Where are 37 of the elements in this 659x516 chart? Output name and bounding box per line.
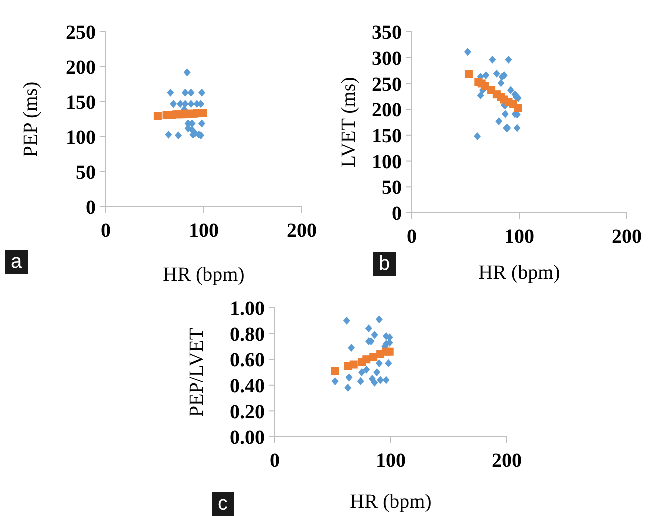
y-tick-label: 50	[76, 162, 96, 184]
y-axis-title: PEP (ms)	[20, 82, 42, 158]
text: c	[212, 492, 234, 516]
y-tick-label: 350	[372, 22, 402, 44]
y-tick-label: 300	[372, 48, 402, 70]
y-tick-label: 0.20	[230, 401, 265, 424]
y-axis-title: PEP/LVET	[186, 328, 208, 418]
x-axis-title: HR (bpm)	[478, 262, 560, 284]
y-tick-label: 200	[66, 57, 96, 80]
y-tick-label: 250	[66, 22, 96, 44]
text: b	[373, 252, 396, 276]
y-tick-label: 0	[86, 197, 96, 220]
x-axis-title: HR (bpm)	[350, 491, 432, 513]
y-tick-label: 0.40	[230, 376, 265, 398]
x-tick-label: 0	[101, 220, 111, 242]
x-tick-label: 200	[287, 220, 317, 242]
y-tick-label: 0.60	[230, 350, 265, 372]
y-tick-label: 100	[372, 151, 402, 174]
y-tick-label: 0	[392, 203, 402, 226]
y-tick-label: 0.00	[230, 427, 265, 450]
y-tick-label: 1.00	[230, 298, 265, 320]
y-tick-label: 0.80	[230, 324, 265, 346]
y-tick-label: 50	[382, 177, 402, 200]
y-tick-label: 150	[372, 126, 402, 148]
y-tick-label: 100	[66, 127, 96, 150]
y-axis-title: LVET (ms)	[338, 77, 360, 168]
x-tick-label: 200	[492, 450, 522, 472]
x-axis-title: HR (bpm)	[163, 264, 245, 286]
x-tick-label: 0	[270, 450, 280, 472]
x-tick-label: 0	[407, 226, 417, 248]
y-tick-label: 150	[66, 92, 96, 114]
x-tick-label: 200	[612, 226, 642, 248]
y-tick-label: 250	[372, 74, 402, 96]
text: a	[5, 250, 28, 274]
y-tick-label: 200	[372, 100, 402, 122]
x-tick-label: 100	[189, 220, 219, 242]
x-tick-label: 100	[504, 226, 534, 248]
